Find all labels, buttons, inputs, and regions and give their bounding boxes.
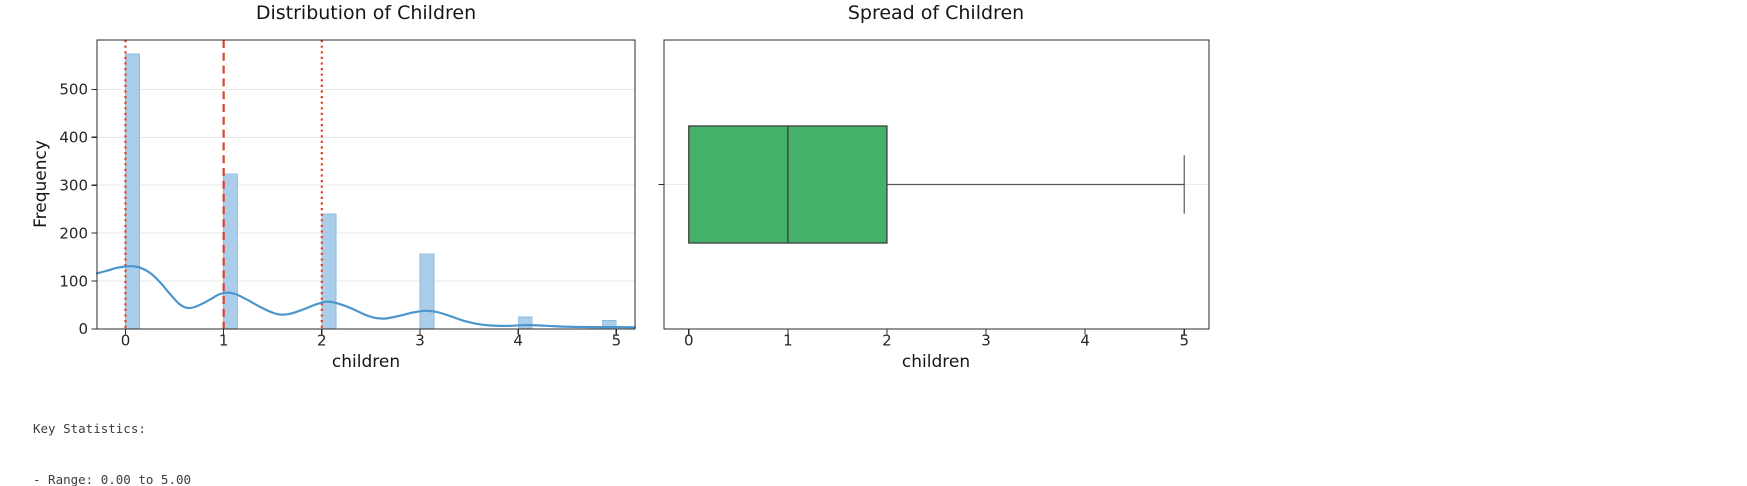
stats-line-range: - Range: 0.00 to 5.00 [33,472,192,486]
key-statistics: Key Statistics: - Range: 0.00 to 5.00 - … [33,386,304,486]
boxplot-xlabel: children [901,352,971,372]
svg-text:0: 0 [121,332,131,350]
boxplot-axes: 0 1 2 3 4 5 [658,39,1210,350]
svg-text:2: 2 [317,332,327,350]
svg-text:4: 4 [1080,332,1090,350]
svg-text:5: 5 [612,332,622,350]
histogram-axes: 0 100 200 300 400 500 0 1 2 3 4 5 [59,39,636,350]
reference-lines [124,40,323,329]
histogram-xlabel: children [331,352,401,372]
svg-text:200: 200 [59,224,88,242]
svg-text:1: 1 [783,332,793,350]
histogram-plot [97,40,635,329]
svg-text:0: 0 [684,332,694,350]
charts-canvas: 0 100 200 300 400 500 0 1 2 3 4 5 0 1 2 3 4 5 [59,39,1210,350]
svg-text:3: 3 [981,332,991,350]
svg-text:3: 3 [415,332,425,350]
svg-text:4: 4 [513,332,523,350]
stats-line-title: Key Statistics: [33,421,146,436]
svg-text:1: 1 [219,332,229,350]
svg-text:0: 0 [78,320,88,338]
histogram-title: Distribution of Children [255,2,477,24]
svg-text:5: 5 [1179,332,1189,350]
svg-text:2: 2 [882,332,892,350]
histogram-gridlines [97,88,635,282]
svg-text:100: 100 [59,272,88,290]
kde-curve [95,265,637,329]
box-and-whiskers [688,125,1185,244]
boxplot-title: Spread of Children [847,2,1025,24]
svg-text:300: 300 [59,176,88,194]
svg-text:400: 400 [59,128,88,146]
histogram-ylabel: Frequency [31,140,51,228]
svg-text:500: 500 [59,81,88,99]
